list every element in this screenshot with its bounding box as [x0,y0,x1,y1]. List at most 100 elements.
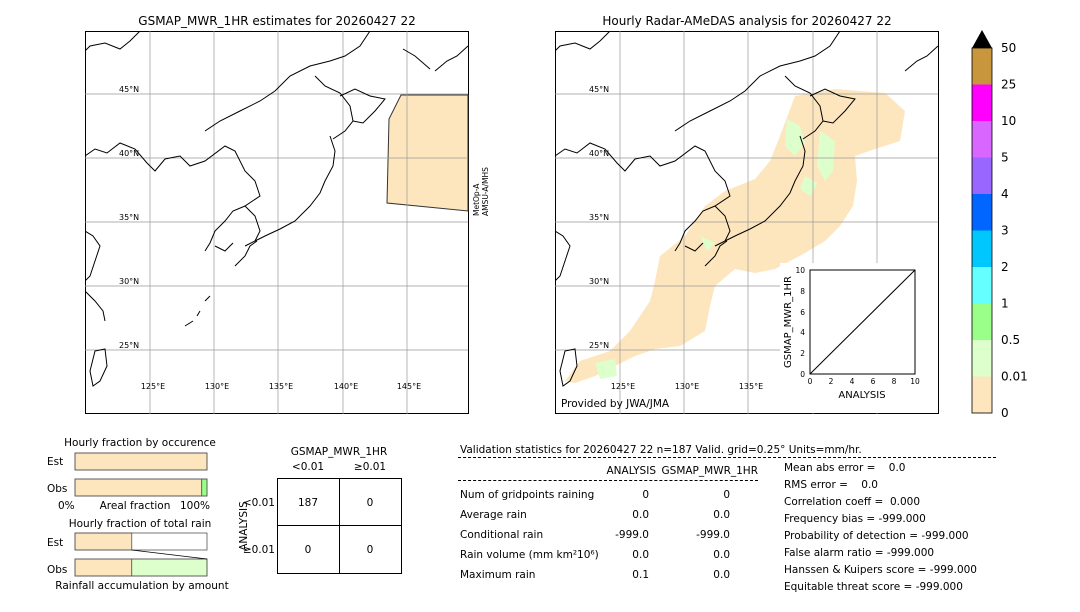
left-map: 45°N 40°N 35°N 30°N 25°N 125°E 130°E 135… [85,31,469,414]
svg-text:2: 2 [829,377,834,386]
occurrence-obs-label: Obs [47,483,68,495]
contingency-col-lt: <0.01 [291,461,325,473]
lat-label: 30°N [119,277,139,286]
lat-label: 25°N [589,341,609,350]
lon-label: 135°E [739,382,763,391]
lat-label: 30°N [589,277,609,286]
stat-label: Num of gridpoints raining [460,489,595,501]
swath-label: MetOp-A AMSU-A/MHS [472,167,490,216]
occurrence-chart [74,452,208,497]
stat-gsmap-value: 0 [723,489,730,501]
stat-label: Maximum rain [460,569,536,581]
stat-analysis-value: -999.0 [615,529,649,541]
validation-divider [458,457,996,458]
stat-analysis-value: 0.1 [632,569,649,581]
radar-light-rain [595,119,835,379]
svg-text:0: 0 [800,370,805,379]
colorbar-segment [972,48,992,85]
right-map-lon-labels: 125°E 130°E 135°E [611,382,763,391]
occurrence-bar-est-0 [74,452,208,471]
lon-label: 140°E [334,382,358,391]
right-map-coastline [555,31,939,387]
inset-diagonal [809,269,916,375]
inset-ylabel: GSMAP_MWR_1HR [783,276,794,368]
svg-text:8: 8 [800,287,805,296]
inset-xlabel: ANALYSIS [838,390,885,401]
inset-x-ticks: 0 2 4 6 8 10 [808,377,920,386]
svg-text:6: 6 [800,308,805,317]
score-line: Frequency bias = -999.000 [784,513,926,525]
contingency-row-ge: ≥0.01 [243,544,275,556]
colorbar-label: 0.01 [1001,370,1028,384]
score-line: Correlation coeff = 0.000 [784,496,920,508]
stat-gsmap-value: 0.0 [713,509,730,521]
colorbar-segment [972,303,992,341]
colorbar-outline [971,47,993,414]
colorbar: 50 25 10 5 4 3 2 1 0.5 0.01 0 [971,30,1028,420]
stat-analysis-value: 0 [642,489,649,501]
contingency-cell: 0 [305,544,312,556]
stat-gsmap-value: 0.0 [713,569,730,581]
colorbar-label: 5 [1001,151,1009,165]
total-rain-connector [131,549,208,560]
colorbar-segment [972,340,992,377]
colorbar-label: 2 [1001,260,1009,274]
contingency-title: GSMAP_MWR_1HR [290,446,388,458]
validation-col-analysis: ANALYSIS [606,465,656,477]
colorbar-segment [972,121,992,158]
validation-col-gsmap: GSMAP_MWR_1HR [661,465,758,477]
score-line: Probability of detection = -999.000 [784,530,969,542]
total-rain-bar-est-0 [74,532,133,551]
occurrence-axis-left: 0% [58,500,75,512]
validation-header: Validation statistics for 20260427 22 n=… [460,444,862,456]
svg-text:4: 4 [800,328,805,337]
contingency-row-axis: ANALYSIS [238,501,250,551]
svg-text:6: 6 [871,377,876,386]
total-rain-est-label: Est [47,537,64,549]
svg-text:MetOp-A: MetOp-A [472,183,481,216]
contingency-col-ge: ≥0.01 [353,461,387,473]
occurrence-bar-outline [74,478,208,497]
occurrence-bar-obs-1 [201,478,208,497]
total-rain-chart [74,532,208,577]
contingency-cell: 0 [367,497,374,509]
colorbar-label: 1 [1001,297,1009,311]
lat-label: 45°N [589,85,609,94]
data-credit: Provided by JWA/JMA [561,398,670,410]
stat-gsmap-value: -999.0 [696,529,730,541]
validation-col-divider [458,480,758,481]
occurrence-est-label: Est [47,456,64,468]
colorbar-segment [972,194,992,231]
right-map-title: Hourly Radar-AMeDAS analysis for 2026042… [602,14,892,28]
lat-label: 35°N [119,213,139,222]
total-rain-obs-label: Obs [47,564,68,576]
total-rain-bar-obs-0 [74,558,133,577]
stat-analysis-value: 0.0 [632,509,649,521]
left-map-coastline [85,31,469,387]
satellite-swath [386,94,469,212]
lon-label: 130°E [675,382,699,391]
colorbar-segment [972,84,992,122]
colorbar-label: 25 [1001,78,1016,92]
stat-label: Rain volume (mm km²10⁶) [460,549,599,561]
lon-label: 135°E [269,382,293,391]
lat-label: 45°N [119,85,139,94]
svg-text:AMSU-A/MHS: AMSU-A/MHS [481,167,490,216]
lat-label: 40°N [589,149,609,158]
total-rain-axis-label: Rainfall accumulation by amount [55,580,229,592]
lon-label: 145°E [397,382,421,391]
stat-analysis-value: 0.0 [632,549,649,561]
left-map-lat-labels: 45°N 40°N 35°N 30°N 25°N [119,85,139,350]
colorbar-label: 4 [1001,187,1009,201]
score-line: Hanssen & Kuipers score = -999.000 [784,564,977,576]
left-map-lon-labels: 125°E 130°E 135°E 140°E 145°E [141,382,421,391]
lon-label: 130°E [205,382,229,391]
colorbar-labels: 50 25 10 5 4 3 2 1 0.5 0.01 0 [1001,41,1028,420]
score-line: False alarm ratio = -999.000 [784,547,935,559]
contingency-cell: 187 [298,497,318,509]
contingency-row-lt: <0.01 [243,497,275,509]
occurrence-bar-obs-0 [74,478,203,497]
contingency-table: 187 0 0 0 <0.01 ≥0.01 ANALYSIS [238,478,402,574]
colorbar-segment [972,230,992,268]
colorbar-label: 0.5 [1001,333,1020,347]
